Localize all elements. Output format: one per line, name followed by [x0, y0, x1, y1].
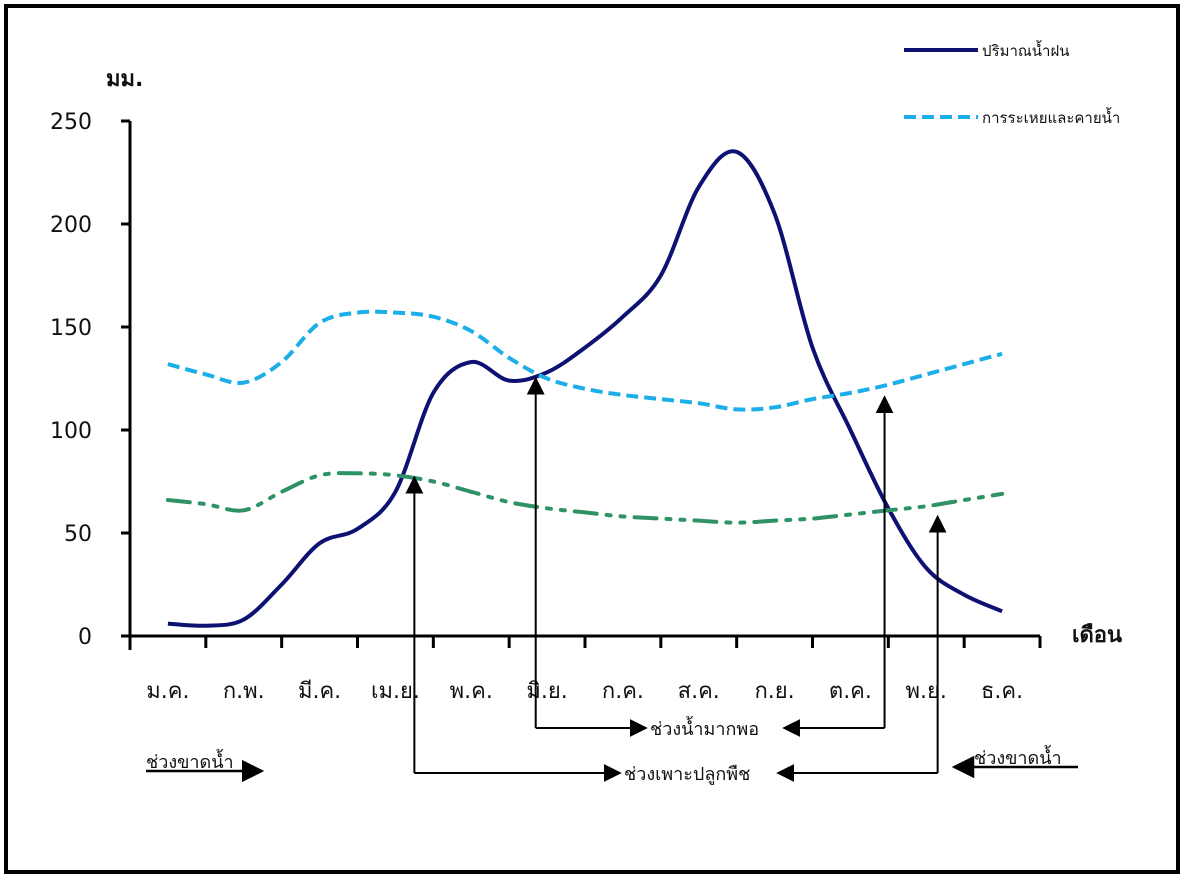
x-tick-label: ธ.ค. [981, 679, 1023, 704]
y-axis-label: มม. [106, 67, 143, 92]
x-tick-label: ต.ค. [829, 679, 872, 704]
series-line-third [165, 471, 1005, 525]
x-axis-label: เดือน [1072, 623, 1122, 648]
annotation-growing-period: ช่วงเพาะปลูกพืช [624, 764, 750, 785]
x-tick-label: ก.ค. [602, 679, 644, 704]
x-tick-label: ก.พ. [223, 679, 265, 704]
x-tick-label: พ.ย. [906, 679, 947, 704]
marker-layer [405, 376, 947, 782]
annotation-dry-period-right: ช่วงขาดน้ำ [974, 745, 1062, 769]
chart-border [4, 4, 1180, 874]
y-tick-label: 50 [64, 522, 92, 547]
legend-label-rainfall: ปริมาณน้ำฝน [982, 40, 1070, 60]
y-tick-label: 0 [78, 625, 92, 650]
x-tick-label: มิ.ย. [526, 679, 567, 704]
series-layer [165, 149, 1005, 628]
x-tick-label: ส.ค. [678, 679, 720, 704]
axes: 0 50 100 150 200 250 ม.ค. ก.พ. มี.ค. เม.ย. พ.ค. มิ.… [50, 110, 1042, 704]
x-tick-label: พ.ค. [450, 679, 493, 704]
y-tick-label: 250 [50, 110, 92, 135]
y-tick-label: 100 [50, 419, 92, 444]
x-tick-label: มี.ค. [298, 679, 341, 704]
legend: ปริมาณน้ำฝน การระเหยและคายน้ำ [904, 40, 1120, 127]
x-tick-label: ก.ย. [754, 679, 794, 704]
series-line-rainfall [167, 149, 1003, 628]
annotation-surplus-period: ช่วงน้ำมากพอ [650, 716, 759, 740]
annotation-dry-period-left: ช่วงขาดน้ำ [146, 749, 234, 773]
x-tick-label: เม.ย. [371, 679, 420, 704]
x-tick-label: ม.ค. [146, 679, 189, 704]
y-tick-label: 150 [50, 316, 92, 341]
series-line-evaporation [167, 309, 1003, 412]
legend-label-evaporation: การระเหยและคายน้ำ [982, 107, 1120, 127]
y-tick-label: 200 [50, 213, 92, 238]
